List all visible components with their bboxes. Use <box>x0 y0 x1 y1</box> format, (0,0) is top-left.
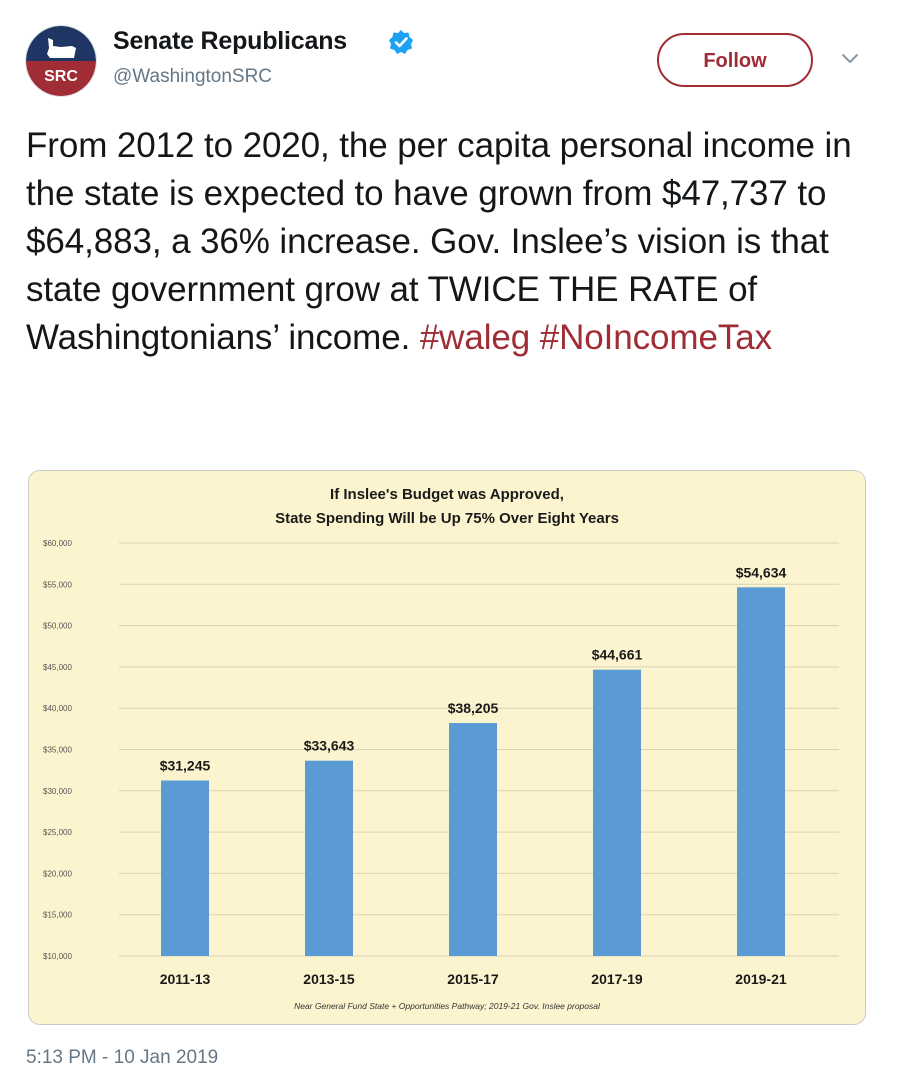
hashtag-waleg[interactable]: #waleg <box>419 318 531 357</box>
src-logo-icon: SRC <box>26 26 96 96</box>
y-tick-label: $50,000 <box>43 622 72 631</box>
account-handle[interactable]: @WashingtonSRC <box>113 66 273 87</box>
bar-data-label: $31,245 <box>160 758 211 774</box>
bar-2017-19 <box>593 669 641 956</box>
chart-subtitle: State Spending Will be Up 75% Over Eight… <box>275 510 619 527</box>
bar-2015-17 <box>449 723 497 956</box>
y-tick-label: $20,000 <box>43 869 72 878</box>
tweet-image-chart[interactable]: If Inslee's Budget was Approved, State S… <box>28 470 866 1025</box>
account-name[interactable]: Senate Republicans <box>113 27 347 55</box>
bar-2011-13 <box>161 780 209 956</box>
y-tick-label: $15,000 <box>43 911 72 920</box>
tweet-timestamp[interactable]: 5:13 PM - 10 Jan 2019 <box>26 1047 219 1068</box>
y-tick-label: $45,000 <box>43 663 72 672</box>
bar-data-label: $33,643 <box>304 738 355 754</box>
bar-data-label: $54,634 <box>736 564 787 580</box>
tweet-body-text: From 2012 to 2020, the per capita person… <box>26 126 852 357</box>
y-tick-label: $60,000 <box>43 539 72 548</box>
follow-button[interactable]: Follow <box>657 33 813 87</box>
bar-data-label: $38,205 <box>448 700 499 716</box>
chart-footnote: Near General Fund State + Opportunities … <box>294 1001 601 1011</box>
verified-badge-icon <box>389 30 413 54</box>
x-tick-label: 2013-15 <box>303 971 355 987</box>
y-tick-label: $40,000 <box>43 704 72 713</box>
avatar-text: SRC <box>44 68 78 85</box>
bar-2013-15 <box>305 760 353 956</box>
y-tick-label: $55,000 <box>43 580 72 589</box>
x-tick-label: 2015-17 <box>447 971 499 987</box>
y-tick-label: $25,000 <box>43 828 72 837</box>
x-tick-label: 2017-19 <box>591 971 643 987</box>
x-tick-label: 2011-13 <box>160 971 211 987</box>
bar-2019-21 <box>737 587 785 956</box>
tweet-text: From 2012 to 2020, the per capita person… <box>26 122 856 362</box>
y-tick-label: $30,000 <box>43 787 72 796</box>
x-tick-label: 2019-21 <box>735 971 787 987</box>
y-tick-label: $10,000 <box>43 952 72 961</box>
hashtag-noincometax[interactable]: #NoIncomeTax <box>539 318 773 357</box>
y-tick-label: $35,000 <box>43 746 72 755</box>
chevron-down-icon[interactable] <box>840 52 860 66</box>
bar-data-label: $44,661 <box>592 647 643 663</box>
bar-chart: If Inslee's Budget was Approved, State S… <box>29 471 865 1024</box>
chart-title: If Inslee's Budget was Approved, <box>330 486 564 503</box>
avatar[interactable]: SRC <box>26 26 96 96</box>
